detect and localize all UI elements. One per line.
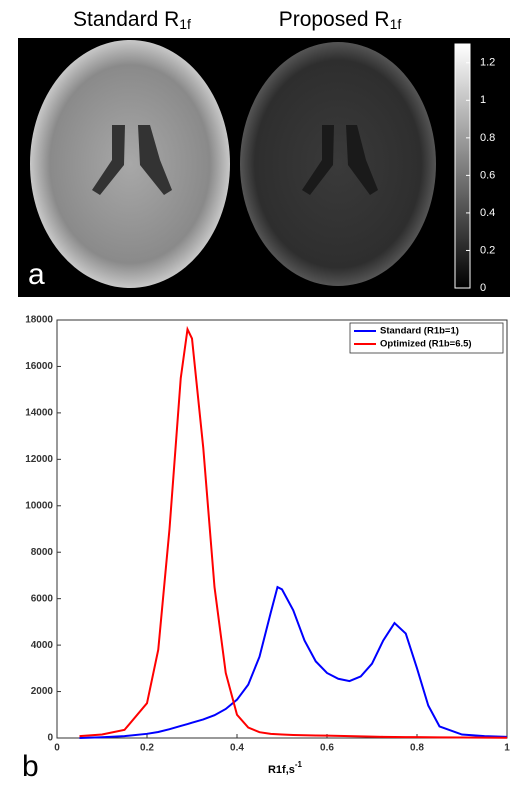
x-axis-label-main: R1f,s — [268, 764, 295, 776]
colorbar-tick-label: 1.2 — [480, 57, 495, 69]
x-tick-label: 0.8 — [410, 743, 424, 754]
line-series — [79, 585, 508, 739]
legend-label: Standard (R1b=1) — [380, 326, 459, 337]
x-tick-label: 0.6 — [320, 743, 334, 754]
legend-box — [349, 322, 504, 354]
plot-frame — [56, 319, 508, 739]
line-series — [79, 325, 508, 739]
x-tick-label: 0.4 — [230, 743, 244, 754]
y-tick-label: 10000 — [25, 500, 53, 511]
colorbar-tick-label: 0.6 — [480, 169, 495, 181]
x-tick-label: 0 — [54, 743, 60, 754]
y-tick-label: 12000 — [25, 454, 53, 465]
panel-label: b — [22, 750, 39, 783]
colorbar-tick-label: 0.4 — [480, 207, 495, 219]
right-title: Proposed R1f — [279, 8, 402, 32]
brain-proposed — [240, 42, 436, 286]
legend-label: Optimized (R1b=6.5) — [380, 339, 472, 350]
x-axis-label: R1f,s-1 — [268, 760, 303, 776]
colorbar-tick-label: 1 — [480, 94, 486, 106]
ventricles — [92, 125, 172, 195]
left-title: Standard R1f — [73, 8, 191, 32]
colorbar-tick-label: 0.8 — [480, 132, 495, 144]
colorbar-tick-label: 0 — [480, 282, 486, 294]
y-tick-label: 4000 — [31, 640, 54, 651]
y-tick-label: 0 — [47, 733, 53, 744]
y-tick-label: 6000 — [31, 593, 54, 604]
y-tick-label: 8000 — [31, 547, 54, 558]
right-title-main: Proposed R — [279, 8, 390, 31]
colorbar-tick-label: 0.2 — [480, 244, 495, 256]
y-tick-label: 2000 — [31, 686, 54, 697]
y-tick-label: 14000 — [25, 408, 53, 419]
y-tick-label: 18000 — [25, 315, 53, 326]
left-title-sub: 1f — [179, 16, 191, 32]
left-title-main: Standard R — [73, 8, 179, 31]
x-axis-label-sup: -1 — [295, 760, 303, 769]
y-tick-label: 16000 — [25, 361, 53, 372]
ventricles — [302, 125, 378, 195]
x-tick-label: 1 — [504, 743, 510, 754]
x-tick-label: 0.2 — [140, 743, 154, 754]
brain-standard — [30, 40, 230, 288]
right-title-sub: 1f — [390, 16, 402, 32]
colorbar — [454, 43, 471, 289]
panel-label: a — [28, 258, 45, 291]
